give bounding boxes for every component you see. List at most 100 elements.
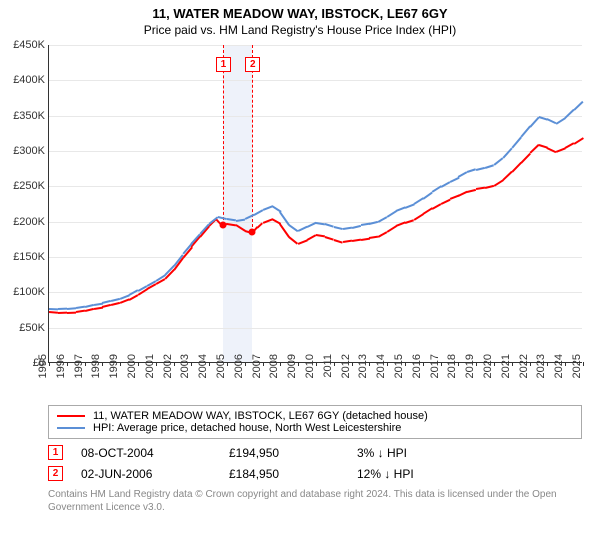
series-line [494,179,504,186]
x-tick-label: 2001 [144,354,156,378]
x-tick-label: 2000 [126,354,138,378]
gridline [49,257,582,258]
series-line [511,162,521,172]
legend-item: HPI: Average price, detached house, Nort… [57,422,573,434]
series-line [520,126,530,138]
x-tick-label: 2009 [286,354,298,378]
series-line [556,117,566,124]
series-line [405,203,414,208]
series-line [334,239,343,243]
x-tick-label: 2007 [250,354,262,378]
series-line [49,308,58,310]
series-line [502,147,512,158]
chart-area: £0£50K£100K£150K£200K£250K£300K£350K£400… [48,45,582,363]
x-tick-label: 1995 [37,354,49,378]
series-line [325,236,334,240]
transaction-list: 108-OCT-2004£194,9503% ↓ HPI202-JUN-2006… [48,445,582,481]
x-tick-mark [120,362,121,366]
x-tick-label: 2008 [268,354,280,378]
x-tick-label: 2015 [393,354,405,378]
series-line [325,223,334,227]
series-line [458,172,468,178]
marker-label: 1 [216,57,231,72]
transaction-row: 108-OCT-2004£194,9503% ↓ HPI [48,445,582,460]
y-tick-label: £100K [1,286,45,298]
x-tick-label: 1999 [108,354,120,378]
series-line [476,187,485,190]
series-line [351,239,360,242]
marker-band [223,45,252,362]
series-line [440,198,450,204]
series-line [316,234,325,237]
x-tick-label: 2019 [464,354,476,378]
transaction-delta: 12% ↓ HPI [357,467,414,481]
y-tick-label: £250K [1,180,45,192]
series-line [58,312,67,314]
x-tick-label: 2017 [428,354,440,378]
legend-label: 11, WATER MEADOW WAY, IBSTOCK, LE67 6GY … [93,410,428,422]
x-tick-mark [369,362,370,366]
x-tick-label: 1996 [55,354,67,378]
x-tick-mark [423,362,424,366]
marker-dash [223,45,224,225]
y-tick-label: £150K [1,251,45,263]
series-line [76,306,85,309]
series-line [413,198,423,205]
series-line [253,209,263,215]
x-tick-mark [49,362,50,366]
series-line [351,225,360,229]
series-line [387,225,397,232]
legend-swatch [57,415,85,417]
x-tick-label: 2022 [517,354,529,378]
x-tick-mark [280,362,281,366]
series-line [396,207,405,212]
y-tick-label: £300K [1,145,45,157]
legend: 11, WATER MEADOW WAY, IBSTOCK, LE67 6GY … [48,405,582,439]
series-line [467,188,476,192]
marker-dash [252,45,253,232]
series-line [494,157,504,165]
x-tick-mark [316,362,317,366]
x-tick-label: 2025 [571,354,583,378]
chart-subtitle: Price paid vs. HM Land Registry's House … [0,23,600,37]
x-tick-label: 2002 [161,354,173,378]
transaction-marker: 2 [48,466,63,481]
series-line [413,213,423,220]
x-tick-mark [494,362,495,366]
legend-item: 11, WATER MEADOW WAY, IBSTOCK, LE67 6GY … [57,410,573,422]
x-tick-label: 1997 [72,354,84,378]
x-tick-mark [565,362,566,366]
x-tick-mark [387,362,388,366]
series-line [298,226,308,232]
series-line [343,240,352,243]
x-tick-label: 1998 [90,354,102,378]
series-line [529,144,539,154]
x-tick-mark [476,362,477,366]
attribution: Contains HM Land Registry data © Crown c… [48,489,582,514]
gridline [49,45,582,46]
x-tick-label: 2024 [553,354,565,378]
series-line [67,311,76,313]
transaction-delta: 3% ↓ HPI [357,446,407,460]
x-tick-mark [583,362,584,366]
plot: £0£50K£100K£150K£200K£250K£300K£350K£400… [48,45,582,363]
x-tick-mark [547,362,548,366]
x-tick-label: 2003 [179,354,191,378]
transaction-date: 08-OCT-2004 [81,446,211,460]
series-line [84,304,93,308]
transaction-price: £194,950 [229,446,339,460]
series-line [111,302,120,306]
y-tick-label: £50K [1,322,45,334]
transaction-row: 202-JUN-2006£184,95012% ↓ HPI [48,466,582,481]
x-tick-mark [67,362,68,366]
x-tick-label: 2011 [322,354,334,378]
transaction-price: £184,950 [229,467,339,481]
x-tick-mark [458,362,459,366]
gridline [49,186,582,187]
x-tick-label: 2016 [411,354,423,378]
series-line [574,100,584,110]
x-tick-label: 2013 [357,354,369,378]
x-tick-label: 2005 [215,354,227,378]
series-line [49,311,58,313]
series-line [449,177,459,183]
